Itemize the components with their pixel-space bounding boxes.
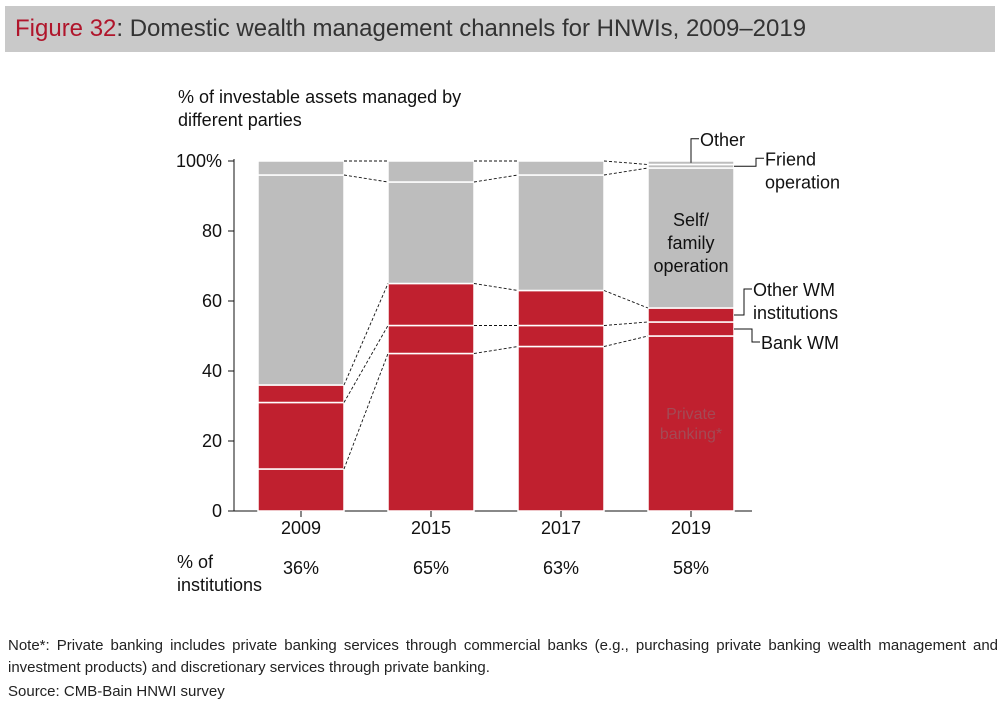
annotation-leader <box>734 328 760 343</box>
institutions-value: 36% <box>283 558 319 578</box>
y-tick-label: 80 <box>202 221 222 241</box>
x-tick-label: 2009 <box>281 518 321 538</box>
bar-segment <box>387 160 475 183</box>
y-tick-label: 20 <box>202 431 222 451</box>
bar-segment <box>517 174 605 292</box>
annotation-other: Other <box>700 130 745 150</box>
connector-line <box>473 174 519 183</box>
figure-title-text: : Domestic wealth management channels fo… <box>116 15 807 42</box>
bar-segment <box>647 167 735 309</box>
institutions-label: % of <box>177 552 214 572</box>
annotation-self-family: family <box>667 233 714 253</box>
y-axis-label: % of investable assets managed by <box>178 87 461 107</box>
bar-segment <box>517 345 605 512</box>
y-tick-label: 100% <box>176 151 222 171</box>
x-tick-label: 2017 <box>541 518 581 538</box>
institutions-value: 63% <box>543 558 579 578</box>
institutions-label: institutions <box>177 575 262 595</box>
annotation-bank-wm: Bank WM <box>761 333 839 353</box>
bar-segment <box>387 352 475 512</box>
connector-line <box>343 325 389 403</box>
annotation-friend: operation <box>765 172 840 192</box>
annotation-leader <box>734 157 764 167</box>
connector-line <box>603 167 649 176</box>
bar-segment <box>257 174 345 386</box>
y-tick-label: 40 <box>202 361 222 381</box>
bar-segment <box>387 324 475 355</box>
footnote: Note*: Private banking includes private … <box>8 637 998 676</box>
annotation-other-wm: institutions <box>753 303 838 323</box>
annotation-private-banking: banking* <box>660 426 722 443</box>
bar-segment <box>387 181 475 285</box>
bar-segment <box>517 160 605 176</box>
annotation-leader <box>690 138 699 163</box>
connector-line <box>603 321 649 326</box>
bar-segment <box>257 160 345 176</box>
bar-segment <box>387 282 475 327</box>
stacked-bar-chart: % of investable assets managed by differe… <box>176 87 840 595</box>
annotation-friend: Friend <box>765 149 816 169</box>
connector-line <box>473 346 519 354</box>
y-axis-label: different parties <box>178 110 302 130</box>
annotation-leader <box>734 288 752 316</box>
connector-line <box>603 290 649 309</box>
x-tick-label: 2019 <box>671 518 711 538</box>
bar-segment <box>517 324 605 348</box>
annotation-self-family: operation <box>653 256 728 276</box>
bar-segment <box>517 289 605 327</box>
bar-segment <box>257 401 345 470</box>
institutions-value: 65% <box>413 558 449 578</box>
connector-line <box>343 283 389 386</box>
bar-segment <box>647 335 735 512</box>
annotation-private-banking: Private <box>666 406 716 423</box>
annotation-other-wm: Other WM <box>753 280 835 300</box>
connector-line <box>473 283 519 291</box>
bar-segment <box>647 321 735 337</box>
y-tick-label: 60 <box>202 291 222 311</box>
connector-line <box>603 335 649 347</box>
connector-line <box>603 160 649 165</box>
x-tick-label: 2015 <box>411 518 451 538</box>
bar-segment <box>257 384 345 404</box>
figure-label: Figure 32 <box>15 15 117 42</box>
bar-segment <box>257 468 345 512</box>
source-line: Source: CMB-Bain HNWI survey <box>8 683 225 700</box>
y-tick-label: 0 <box>212 501 222 521</box>
institutions-value: 58% <box>673 558 709 578</box>
connector-line <box>343 174 389 183</box>
bar-segment <box>647 307 735 323</box>
figure-title: Figure 32: Domestic wealth management ch… <box>5 6 995 52</box>
connector-line <box>343 353 389 470</box>
annotation-self-family: Self/ <box>673 210 709 230</box>
